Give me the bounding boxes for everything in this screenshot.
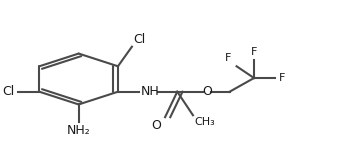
Text: CH₃: CH₃ [195,117,215,127]
Text: NH: NH [141,85,159,98]
Text: NH₂: NH₂ [67,124,91,137]
Text: Cl: Cl [3,85,15,98]
Text: F: F [251,47,257,58]
Text: O: O [202,85,212,98]
Text: O: O [152,119,162,132]
Text: F: F [279,73,285,83]
Text: F: F [225,53,231,63]
Text: Cl: Cl [133,33,146,46]
